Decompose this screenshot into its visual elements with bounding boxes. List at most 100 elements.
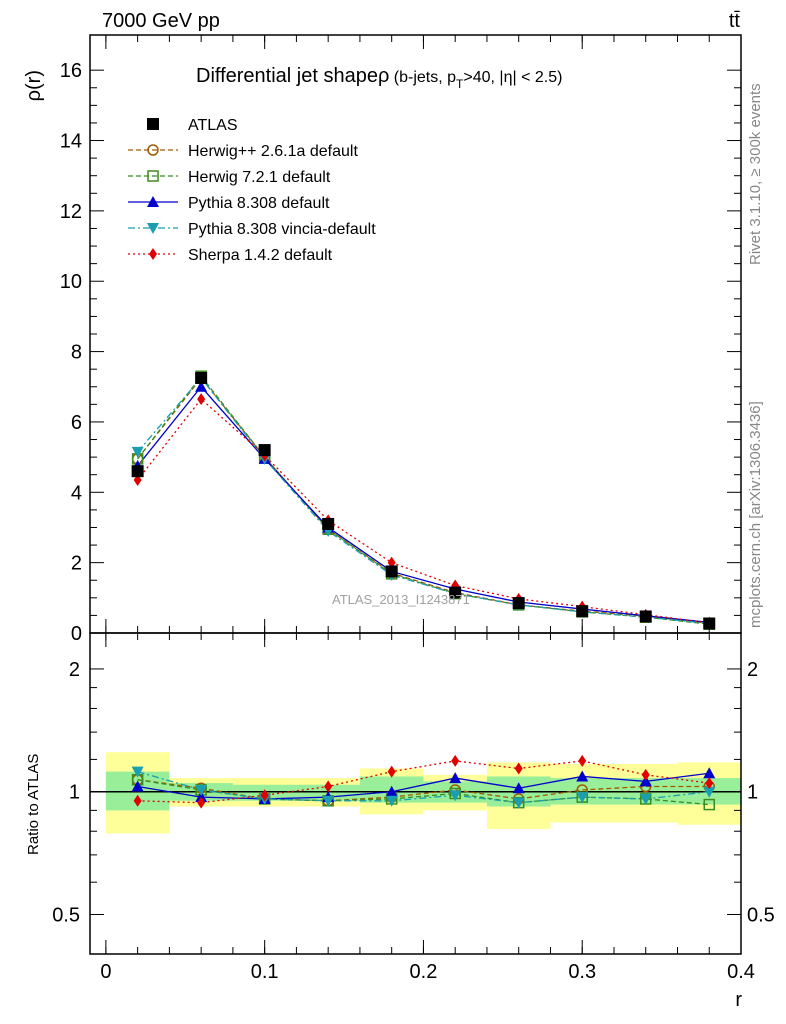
main-y-tick-label: 2 xyxy=(71,553,82,575)
ratio-frame xyxy=(89,632,742,955)
ratio-series-point xyxy=(514,762,523,775)
ratio-series-point xyxy=(385,785,398,797)
legend-marker xyxy=(147,223,159,234)
x-axis-label: r xyxy=(735,989,742,1011)
ratio-y-tick-label-right: 2 xyxy=(747,659,758,681)
legend-label: Herwig++ 2.6.1a default xyxy=(188,143,358,160)
ratio-series-point xyxy=(195,784,208,796)
ratio-series-point xyxy=(705,777,714,790)
ratio-series-point xyxy=(449,790,462,802)
main-series-point xyxy=(131,446,144,458)
main-series-point xyxy=(197,393,206,406)
atlas-data-point xyxy=(131,465,144,478)
ratio-series-point xyxy=(512,797,525,809)
main-series-line xyxy=(137,376,710,624)
atlas-data-point xyxy=(512,597,525,610)
atlas-data-point xyxy=(576,605,589,618)
ratio-series-line xyxy=(137,760,710,804)
legend-marker xyxy=(147,196,159,207)
atlas-data-point xyxy=(703,617,716,630)
ratio-y-tick-label: 0.5 xyxy=(52,904,80,926)
ratio-series-point xyxy=(641,768,650,781)
legend-label: Sherpa 1.4.2 default xyxy=(188,247,333,264)
x-tick-label: 0.1 xyxy=(251,961,279,983)
ratio-series-point xyxy=(260,789,269,802)
ratio-series-point xyxy=(324,780,333,793)
main-panel: 0 2 4 6 8 10 12 14 16 ρ(r) Differential jet shap… xyxy=(23,34,742,645)
atlas-data-point xyxy=(258,444,271,457)
ratio-series-point xyxy=(322,795,335,807)
ratio-series-line xyxy=(137,771,710,804)
atlas-data-point xyxy=(322,517,335,530)
ratio-series-line xyxy=(137,779,710,802)
ratio-y-tick-label: 2 xyxy=(69,659,80,681)
main-y-tick-label: 10 xyxy=(60,271,82,293)
main-series-line xyxy=(137,385,710,624)
main-y-tick-label: 0 xyxy=(71,623,82,645)
x-tick-label: 0.3 xyxy=(568,961,596,983)
mcplots-label: mcplots.cern.ch [arXiv:1306.3436] xyxy=(747,401,764,628)
atlas-data-point xyxy=(639,610,652,623)
ratio-series-point xyxy=(195,791,208,803)
ratio-series-point xyxy=(133,794,142,807)
x-tick-label: 0.4 xyxy=(727,961,755,983)
main-series-point xyxy=(195,380,208,392)
ratio-series-point xyxy=(639,793,652,805)
main-y-tick-label: 8 xyxy=(71,342,82,364)
rivet-label: Rivet 3.1.10, ≥ 300k events xyxy=(747,83,764,265)
atlas-data-point xyxy=(195,371,208,384)
ratio-series-point xyxy=(639,775,652,787)
main-y-axis-label: ρ(r) xyxy=(23,70,45,101)
main-y-tick-label: 4 xyxy=(71,482,82,504)
main-y-tick-label: 12 xyxy=(60,201,82,223)
ratio-series-point xyxy=(578,754,587,767)
x-tick-label: 0.2 xyxy=(410,961,438,983)
ratio-series-point xyxy=(131,780,144,792)
ratio-y-tick-label: 1 xyxy=(69,782,80,804)
ratio-series-point xyxy=(512,782,525,794)
ratio-series-point xyxy=(387,765,396,778)
main-y-tick-label: 16 xyxy=(60,60,82,82)
ratio-y-tick-label-right: 1 xyxy=(747,782,758,804)
main-y-tick-label: 6 xyxy=(71,412,82,434)
chart-title: Differential jet shapeρ (b-jets, pT>40, … xyxy=(196,65,562,91)
ratio-series-point xyxy=(703,767,716,779)
chart-title-sub: T xyxy=(456,77,464,91)
legend-label: Herwig 7.2.1 default xyxy=(188,169,331,186)
legend: ATLAS Herwig++ 2.6.1a default Herwig 7.2.1… xyxy=(128,117,376,264)
chart-title-main: Differential jet shapeρ xyxy=(196,65,389,87)
main-series-line xyxy=(137,398,710,624)
legend-marker xyxy=(147,144,159,156)
chart-title-cuts-end: >40, |η| < 2.5) xyxy=(463,69,562,86)
legend-marker xyxy=(147,118,159,130)
ratio-series-point xyxy=(703,798,715,811)
legend-label: ATLAS xyxy=(188,117,238,134)
process-label: tt̄ xyxy=(729,10,741,32)
ratio-series-line xyxy=(137,772,710,800)
chart-title-cuts: (b-jets, p xyxy=(389,69,456,86)
ratio-series-point xyxy=(576,770,589,782)
x-tick-label: 0 xyxy=(100,961,111,983)
watermark: ATLAS_2013_I1243871 xyxy=(332,592,470,607)
ratio-series-point xyxy=(197,796,206,809)
ratio-y-axis-label: Ratio to ATLAS xyxy=(25,754,42,855)
atlas-data-point xyxy=(449,586,462,599)
ratio-series-point xyxy=(703,786,716,798)
ratio-series-line xyxy=(137,779,710,806)
ratio-series-point xyxy=(449,772,462,784)
ratio-series-point xyxy=(131,766,144,778)
legend-marker xyxy=(147,170,159,182)
legend-label: Pythia 8.308 default xyxy=(188,195,330,212)
beam-label: 7000 GeV pp xyxy=(102,10,220,32)
ratio-y-tick-label-right: 0.5 xyxy=(747,904,775,926)
ratio-series-point xyxy=(451,754,460,767)
legend-marker xyxy=(149,248,157,260)
ratio-panel: 0.5 0.5 1 1 2 2 Ratio to ATLAS xyxy=(25,632,775,955)
main-y-tick-label: 14 xyxy=(60,131,82,153)
ratio-series-point xyxy=(576,792,589,804)
main-series-line xyxy=(137,375,710,625)
ratio-series-point xyxy=(385,795,398,807)
legend-label: Pythia 8.308 vincia-default xyxy=(188,221,376,238)
main-series-line xyxy=(137,376,710,625)
